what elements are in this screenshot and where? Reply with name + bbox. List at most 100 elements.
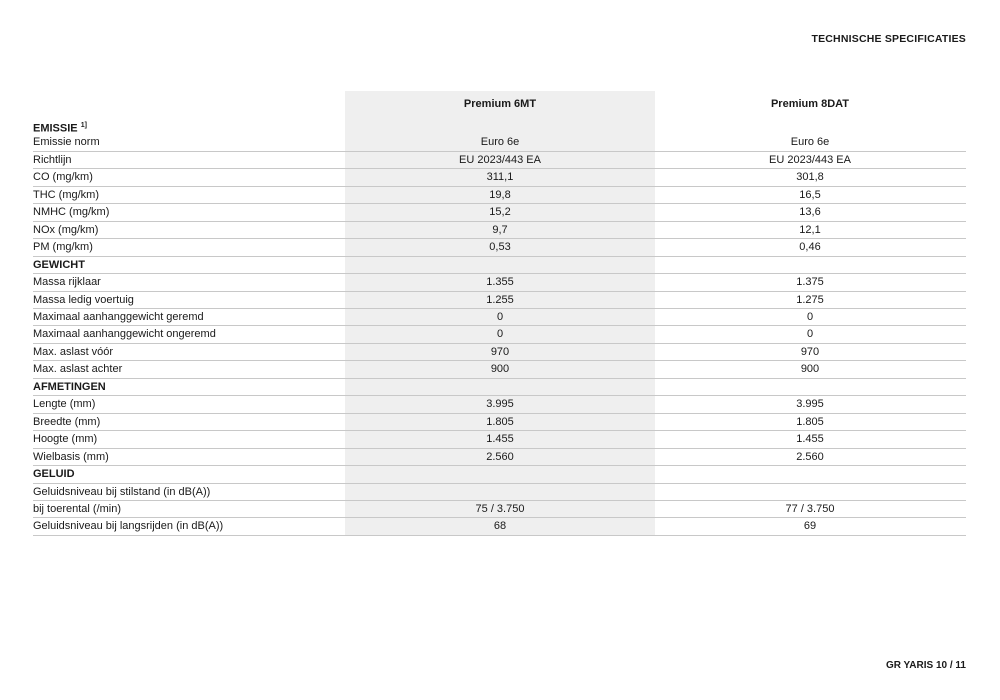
value-premium-8dat: 0,46 — [799, 241, 821, 254]
row-label: Massa ledig voertuig — [33, 292, 345, 308]
value-premium-6mt — [345, 466, 655, 482]
value-premium-6mt: 0 — [496, 310, 504, 323]
row-label: Richtlijn — [33, 152, 345, 168]
table-row: Wielbasis (mm) 2.560 2.560 — [33, 449, 966, 467]
value-premium-8dat: 301,8 — [796, 171, 824, 184]
row-label: Max. aslast vóór — [33, 344, 345, 360]
value-premium-6mt: 9,7 — [492, 223, 508, 236]
page-title: TECHNISCHE SPECIFICATIES — [811, 33, 966, 45]
row-label-text: NMHC (mg/km) — [33, 206, 110, 219]
value-premium-8dat: 1.275 — [796, 293, 824, 306]
value-premium-6mt: 900 — [490, 363, 510, 376]
value-premium-8dat: EU 2023/443 EA — [769, 153, 851, 166]
table-row: PM (mg/km) 0,53 0,46 — [33, 239, 966, 257]
table-row: Max. aslast vóór 970 970 — [33, 344, 966, 362]
value-premium-6mt — [345, 484, 655, 500]
row-label: NMHC (mg/km) — [33, 204, 345, 220]
row-label: Lengte (mm) — [33, 396, 345, 412]
row-label: NOx (mg/km) — [33, 222, 345, 238]
row-label-text: PM (mg/km) — [33, 241, 93, 254]
row-label: THC (mg/km) — [33, 187, 345, 203]
row-label: Hoogte (mm) — [33, 431, 345, 447]
value-premium-6mt: 311,1 — [486, 171, 514, 184]
value-premium-8dat: 13,6 — [799, 206, 821, 219]
value-premium-8dat: 77 / 3.750 — [785, 502, 835, 515]
row-label-text: NOx (mg/km) — [33, 223, 99, 236]
value-premium-6mt: 19,8 — [489, 188, 511, 201]
table-row: THC (mg/km) 19,8 16,5 — [33, 187, 966, 205]
value-premium-6mt: 1.255 — [486, 293, 514, 306]
row-label-text: AFMETINGEN — [33, 380, 106, 393]
row-label-text: Max. aslast achter — [33, 363, 123, 376]
value-premium-8dat — [655, 257, 965, 273]
table-row: Richtlijn EU 2023/443 EA EU 2023/443 EA — [33, 152, 966, 170]
value-premium-6mt: EU 2023/443 EA — [459, 153, 541, 166]
value-premium-6mt: 68 — [493, 520, 507, 533]
value-premium-8dat: 970 — [800, 345, 820, 358]
row-label: PM (mg/km) — [33, 239, 345, 255]
table-row: Geluidsniveau bij langsrijden (in dB(A))… — [33, 518, 966, 536]
section-header-row: AFMETINGEN — [33, 379, 966, 397]
value-premium-8dat — [655, 117, 965, 134]
value-premium-8dat — [655, 484, 965, 500]
row-label-text: Massa rijklaar — [33, 276, 101, 289]
value-premium-6mt: 0 — [496, 328, 504, 341]
table-row: Maximaal aanhanggewicht ongeremd 0 0 — [33, 326, 966, 344]
table-row: Max. aslast achter 900 900 — [33, 361, 966, 379]
value-premium-6mt: Euro 6e — [480, 136, 520, 149]
row-label-text: Geluidsniveau bij langsrijden (in dB(A)) — [33, 520, 224, 533]
value-premium-8dat: 1.375 — [796, 276, 824, 289]
row-label: Maximaal aanhanggewicht ongeremd — [33, 326, 345, 342]
row-label-text: EMISSIE — [33, 122, 78, 135]
row-label: Maximaal aanhanggewicht geremd — [33, 309, 345, 325]
row-label: Geluidsniveau bij stilstand (in dB(A)) — [33, 484, 345, 500]
value-premium-6mt: 970 — [490, 345, 510, 358]
value-premium-6mt: 0,53 — [489, 241, 511, 254]
row-label-text: Geluidsniveau bij stilstand (in dB(A)) — [33, 485, 211, 498]
row-label-text: Emissie norm — [33, 136, 100, 149]
footnote-ref: 1] — [80, 122, 87, 129]
row-label-text: GEWICHT — [33, 258, 85, 271]
row-label-text: CO (mg/km) — [33, 171, 93, 184]
value-premium-6mt: 1.805 — [486, 415, 514, 428]
section-header-row: GELUID — [33, 466, 966, 484]
row-label-text: Hoogte (mm) — [33, 433, 98, 446]
value-premium-6mt — [345, 257, 655, 273]
row-label-text: Massa ledig voertuig — [33, 293, 134, 306]
section-header-row: GEWICHT — [33, 257, 966, 275]
row-label-text: bij toerental (/min) — [33, 502, 122, 515]
value-premium-8dat: 0 — [806, 328, 814, 341]
value-premium-8dat: 12,1 — [799, 223, 821, 236]
value-premium-8dat: 3.995 — [796, 398, 824, 411]
highlighted-column — [345, 91, 655, 536]
value-premium-8dat — [655, 466, 965, 482]
value-premium-8dat — [655, 379, 965, 395]
value-premium-6mt — [345, 117, 655, 134]
value-premium-8dat: 0 — [806, 310, 814, 323]
row-label: Wielbasis (mm) — [33, 449, 345, 465]
row-label: GEWICHT — [33, 257, 345, 273]
value-premium-8dat: 16,5 — [799, 188, 821, 201]
row-label-text: GELUID — [33, 468, 75, 481]
table-row: Hoogte (mm) 1.455 1.455 — [33, 431, 966, 449]
table-row: Geluidsniveau bij stilstand (in dB(A)) — [33, 484, 966, 501]
table-row: NOx (mg/km) 9,7 12,1 — [33, 222, 966, 240]
row-label-text: Max. aslast vóór — [33, 345, 114, 358]
row-label-text: Maximaal aanhanggewicht ongeremd — [33, 328, 216, 341]
page-footer: GR YARIS 10 / 11 — [885, 660, 966, 671]
table-row: Maximaal aanhanggewicht geremd 0 0 — [33, 309, 966, 327]
row-label: Geluidsniveau bij langsrijden (in dB(A)) — [33, 518, 345, 534]
table-row: bij toerental (/min) 75 / 3.750 77 / 3.750 — [33, 501, 966, 519]
row-label-text: Wielbasis (mm) — [33, 450, 109, 463]
value-premium-6mt: 15,2 — [489, 206, 511, 219]
table-row: Lengte (mm) 3.995 3.995 — [33, 396, 966, 414]
table-row: NMHC (mg/km) 15,2 13,6 — [33, 204, 966, 222]
row-label: EMISSIE 1] — [33, 117, 345, 135]
row-label: Max. aslast achter — [33, 361, 345, 377]
value-premium-6mt — [345, 379, 655, 395]
value-premium-6mt: 1.455 — [486, 433, 514, 446]
value-premium-6mt: 2.560 — [486, 450, 514, 463]
table-row: Massa ledig voertuig 1.255 1.275 — [33, 292, 966, 309]
value-premium-8dat: 2.560 — [796, 450, 824, 463]
table-row: Massa rijklaar 1.355 1.375 — [33, 274, 966, 292]
